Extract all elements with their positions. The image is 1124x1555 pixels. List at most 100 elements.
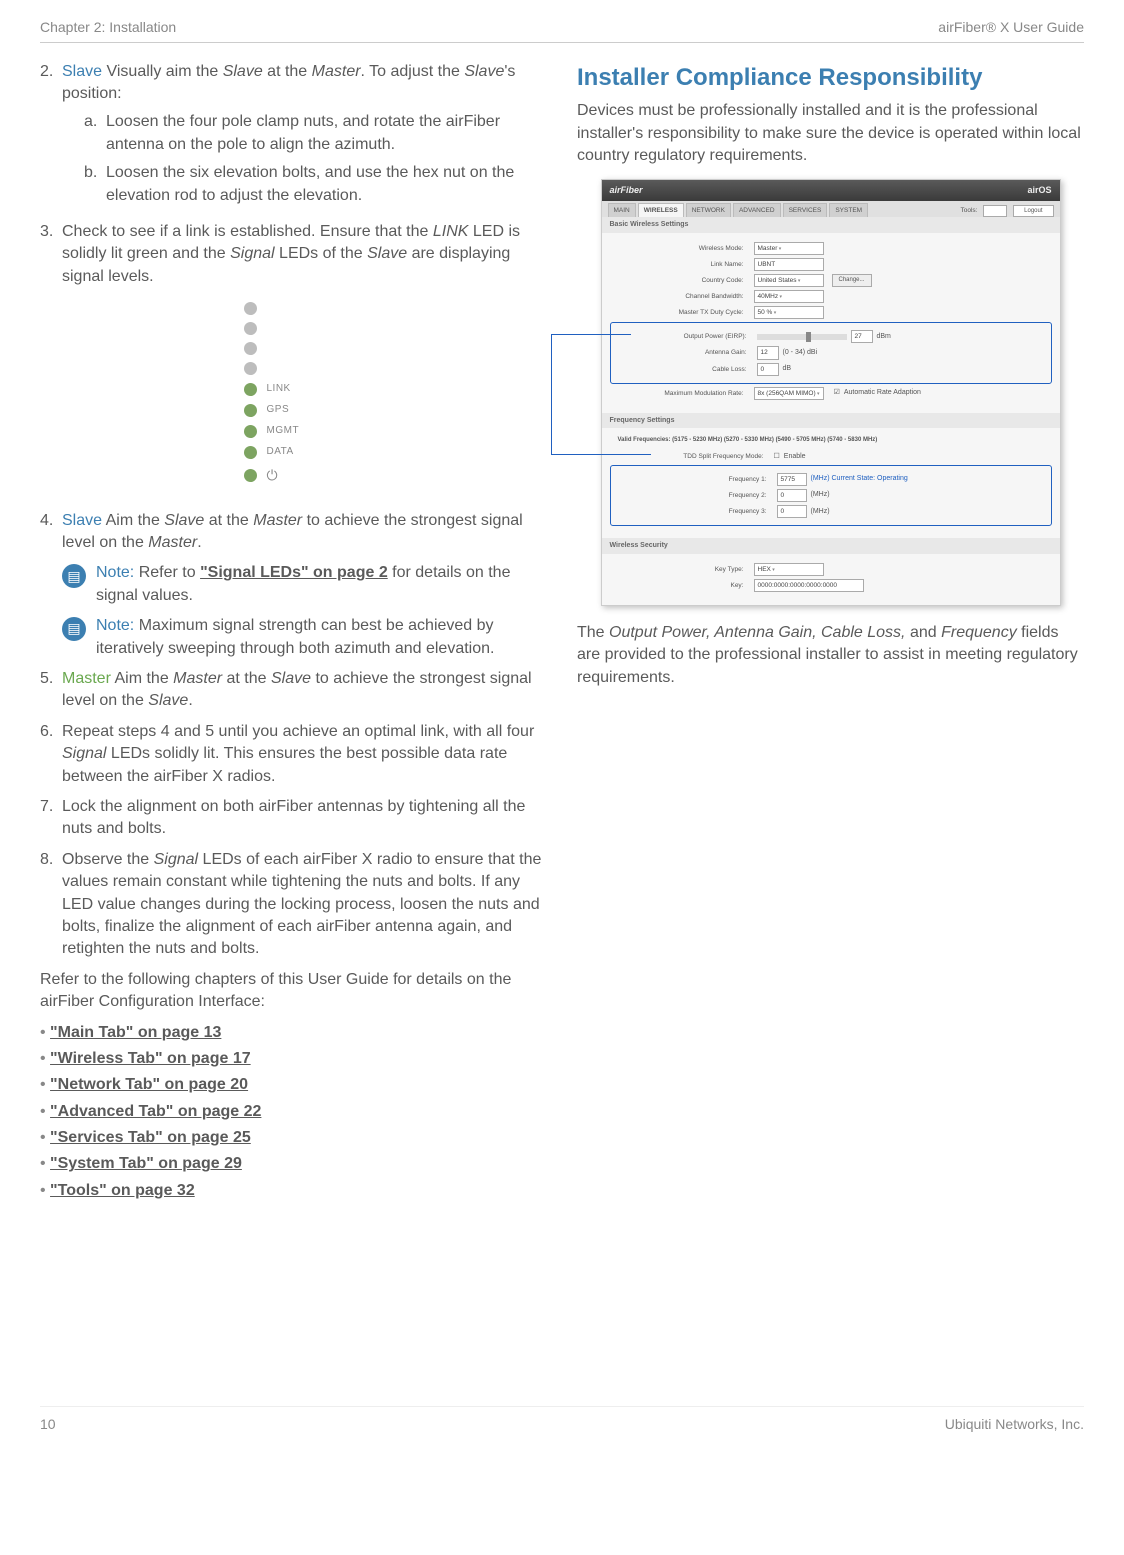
chapter-link-item: "Network Tab" on page 20 [40,1074,547,1096]
tab-wireless[interactable]: WIRELESS [638,203,684,217]
led-dot [244,322,257,335]
led-dot [244,404,257,417]
step-body: Slave Visually aim the Slave at the Mast… [62,61,547,213]
freq2-input[interactable]: 0 [777,489,807,502]
row-output-power: Output Power (EIRP): 27 dBm [613,330,1049,343]
gain-input[interactable]: 12 [757,346,779,359]
led-dot [244,425,257,438]
tab-main[interactable]: MAIN [608,203,636,217]
keytype-select[interactable]: HEX [754,563,824,576]
led-row [244,362,344,375]
form-row: Country Code: United States Change... [610,274,1052,287]
row-key: Key: 0000:0000:0000:0000:0000 [610,579,1052,592]
led-label: LINK [267,382,291,396]
led-row [244,342,344,355]
chapter-link[interactable]: "Network Tab" on page 20 [50,1076,248,1093]
form-select[interactable]: United States [754,274,824,287]
step-7: 7. Lock the alignment on both airFiber a… [40,796,547,841]
power-value[interactable]: 27 [851,330,873,343]
step-8: 8. Observe the Signal LEDs of each airFi… [40,849,547,961]
highlight-box-power: Output Power (EIRP): 27 dBm Antenna Gain… [610,322,1052,383]
form-select[interactable]: Master [754,242,824,255]
loss-input[interactable]: 0 [757,363,779,376]
step-2b: b. Loosen the six elevation bolts, and u… [84,162,547,207]
form-label: Link Name: [610,260,750,269]
change-button[interactable]: Change... [832,274,872,286]
led-row [244,302,344,315]
chapter-link[interactable]: "Tools" on page 32 [50,1182,195,1199]
valid-freq: Valid Frequencies: (5175 - 5230 MHz) (52… [610,434,1052,448]
led-row: DATA [244,445,344,459]
airos-screenshot: airFiber airOS MAINWIRELESSNETWORKADVANC… [601,179,1061,606]
chapter-link-item: "Main Tab" on page 13 [40,1022,547,1044]
chapter-link[interactable]: "Wireless Tab" on page 17 [50,1050,251,1067]
modulation-select[interactable]: 8x (256QAM MIMO) [754,387,824,400]
led-dot [244,362,257,375]
tab-services[interactable]: SERVICES [783,203,828,217]
power-icon: ⏻ [267,466,278,486]
chapter-link[interactable]: "Advanced Tab" on page 22 [50,1103,261,1120]
led-label: MGMT [267,424,300,438]
chapter-link[interactable]: "System Tab" on page 29 [50,1155,242,1172]
row-freq2: Frequency 2: 0 (MHz) [633,489,1049,502]
airos-logo: airOS [1027,184,1051,197]
row-antenna-gain: Antenna Gain: 12 (0 - 34) dBi [613,346,1049,359]
form-label: Country Code: [610,276,750,285]
form-select[interactable]: 40MHz [754,290,824,303]
note-2: ▤ Note: Maximum signal strength can best… [62,615,547,660]
key-input[interactable]: 0000:0000:0000:0000:0000 [754,579,864,592]
note-icon: ▤ [62,564,86,588]
chapter-link[interactable]: "Main Tab" on page 13 [50,1024,221,1041]
tab-system[interactable]: SYSTEM [829,203,868,217]
row-freq1: Frequency 1: 5775 (MHz) Current State: O… [633,473,1049,486]
step-num: 2. [40,61,62,213]
led-row: LINK [244,382,344,396]
led-dot [244,342,257,355]
power-slider[interactable] [757,334,847,340]
caption: The Output Power, Antenna Gain, Cable Lo… [577,622,1084,689]
led-dot [244,383,257,396]
airfiber-logo: airFiber [610,184,643,197]
page-header: Chapter 2: Installation airFiber® X User… [40,18,1084,43]
link-signal-leds[interactable]: "Signal LEDs" on page 2 [200,564,388,581]
step-5: 5. Master Aim the Master at the Slave to… [40,668,547,713]
highlight-box-freq: Frequency 1: 5775 (MHz) Current State: O… [610,465,1052,526]
tab-advanced[interactable]: ADVANCED [733,203,781,217]
row-keytype: Key Type: HEX [610,563,1052,576]
company-name: Ubiquiti Networks, Inc. [945,1415,1084,1435]
basic-settings: Wireless Mode:Master Link Name: UBNT Countr… [602,233,1060,413]
section-security: Wireless Security [602,538,1060,554]
callout-line [551,334,552,454]
form-row: Wireless Mode:Master [610,242,1052,255]
tools-select[interactable] [983,205,1007,217]
content-columns: 2. Slave Visually aim the Slave at the M… [40,61,1084,1207]
page-footer: 10 Ubiquiti Networks, Inc. [40,1406,1084,1435]
chapter-link[interactable]: "Services Tab" on page 25 [50,1129,251,1146]
form-label: Master TX Duty Cycle: [610,308,750,317]
section-frequency: Frequency Settings [602,413,1060,429]
freq3-input[interactable]: 0 [777,505,807,518]
chapter-link-item: "Services Tab" on page 25 [40,1127,547,1149]
refer-paragraph: Refer to the following chapters of this … [40,969,547,1014]
form-row: Master TX Duty Cycle: 50 % [610,306,1052,319]
shot-tabs: MAINWIRELESSNETWORKADVANCEDSERVICESSYSTE… [602,201,1060,217]
chapter-link-item: "Tools" on page 32 [40,1180,547,1202]
security-settings: Key Type: HEX Key: 0000:0000:0000:0000:0… [602,554,1060,605]
row-modulation: Maximum Modulation Rate: 8x (256QAM MIMO… [610,387,1052,400]
left-column: 2. Slave Visually aim the Slave at the M… [40,61,547,1207]
form-input[interactable]: UBNT [754,258,824,271]
logout-button[interactable]: Logout [1013,205,1053,217]
note-icon: ▤ [62,617,86,641]
page-number: 10 [40,1415,56,1435]
step-3: 3. Check to see if a link is established… [40,221,547,288]
tab-network[interactable]: NETWORK [686,203,731,217]
led-row: MGMT [244,424,344,438]
row-freq3: Frequency 3: 0 (MHz) [633,505,1049,518]
step-6: 6. Repeat steps 4 and 5 until you achiev… [40,721,547,788]
screenshot-wrap: airFiber airOS MAINWIRELESSNETWORKADVANC… [601,179,1061,606]
form-select[interactable]: 50 % [754,306,824,319]
freq1-input[interactable]: 5775 [777,473,807,486]
chapter-links: "Main Tab" on page 13 "Wireless Tab" on p… [40,1022,547,1203]
led-row: ⏻ [244,466,344,486]
note-1: ▤ Note: Refer to "Signal LEDs" on page 2… [62,562,547,607]
